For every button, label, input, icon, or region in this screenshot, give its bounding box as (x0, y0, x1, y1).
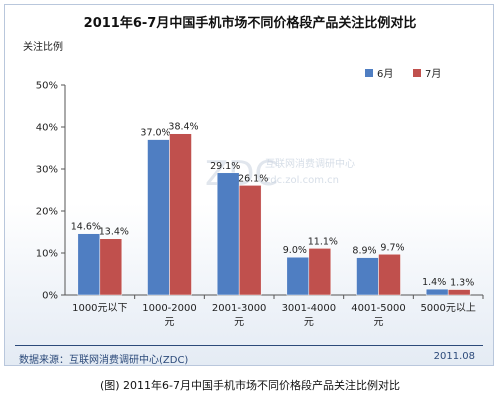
bar-jul (308, 248, 332, 296)
data-label: 26.1% (238, 173, 268, 184)
data-label: 38.4% (168, 122, 198, 133)
watermark-url: zdc.zol.com.cn (265, 175, 339, 186)
legend-swatch (365, 69, 373, 77)
legend-label: 6月 (377, 68, 393, 80)
x-tick-label: 4001-5000 元 (351, 303, 406, 328)
x-tick-label: 2001-3000 元 (212, 303, 267, 328)
bar-jul (378, 254, 401, 296)
legend: 6月 7月 (365, 68, 441, 80)
y-tick-label: 30% (36, 165, 58, 176)
source-note: 数据来源：互联网消费调研中心(ZDC) (19, 355, 189, 366)
y-tick-label: 10% (36, 249, 58, 260)
data-label: 29.1% (210, 161, 240, 172)
bar-jun (286, 256, 310, 296)
bar-jun (147, 139, 170, 296)
y-tick-label: 0% (42, 291, 58, 302)
y-tick-label: 40% (36, 123, 58, 134)
data-label: 8.9% (352, 246, 376, 257)
bar-jun (216, 172, 240, 296)
x-tick-label: 3001-4000 元 (282, 303, 337, 328)
figure-caption: (图) 2011年6-7月中国手机市场不同价格段产品关注比例对比 (99, 379, 401, 392)
legend-label: 7月 (425, 68, 441, 80)
x-tick-label: 1000元以下 (72, 303, 127, 314)
y-axis-label: 关注比例 (23, 40, 63, 53)
chart-title: 2011年6-7月中国手机市场不同价格段产品关注比例对比 (84, 15, 417, 31)
bar-jul (169, 133, 192, 296)
data-label: 14.6% (71, 222, 101, 233)
data-label: 9.0% (283, 245, 307, 256)
x-tick-label: 5000元以上 (420, 302, 475, 314)
data-label: 9.7% (380, 242, 404, 253)
bar-jul (238, 185, 262, 296)
chart-svg: 2011年6-7月中国手机市场不同价格段产品关注比例对比 关注比例 ZDC 互联… (23, 15, 484, 328)
bar-jun (356, 257, 379, 296)
legend-swatch (413, 69, 421, 77)
chart-frame: 2011年6-7月中国手机市场不同价格段产品关注比例对比 关注比例 ZDC 互联… (4, 4, 494, 366)
bar-jul (99, 238, 123, 296)
data-label: 13.4% (99, 227, 129, 238)
data-label: 1.3% (450, 278, 474, 289)
bars: 14.6%13.4% 37.0%38.4% 29.1%26.1% 9.0%11.1% 8… (71, 122, 474, 296)
bar-jun (425, 288, 449, 296)
bar-jun (77, 233, 101, 296)
watermark-text: 互联网消费调研中心 (265, 157, 355, 170)
date-note: 2011.08 (433, 351, 475, 362)
data-label: 37.0% (140, 128, 170, 139)
axes: 0% 10% 20% 30% 40% 50% 1000元以下 1000-2000 元 2001-3… (36, 81, 484, 328)
x-tick-label: 1000-2000 元 (142, 303, 197, 328)
data-label: 11.1% (308, 236, 338, 247)
footer-rule (15, 345, 483, 346)
bar-jul (447, 289, 471, 296)
y-tick-label: 20% (36, 207, 58, 218)
y-tick-label: 50% (36, 81, 58, 92)
data-label: 1.4% (422, 277, 446, 288)
